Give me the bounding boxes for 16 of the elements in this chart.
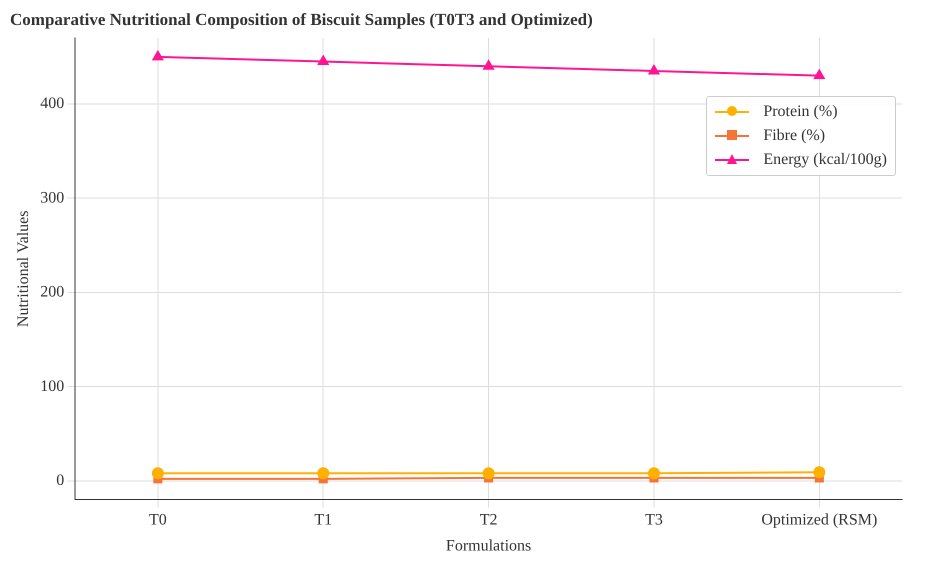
x-tick-label: Optimized (RSM) bbox=[761, 511, 878, 528]
y-tick-label: 300 bbox=[40, 189, 64, 206]
legend-label: Fibre (%) bbox=[763, 127, 826, 145]
chart-title: Comparative Nutritional Composition of Biscuit Samples (T0T3 and Optimized) bbox=[10, 10, 593, 30]
legend-label: Energy (kcal/100g) bbox=[763, 151, 887, 169]
y-tick-label: 200 bbox=[40, 284, 64, 301]
legend-label: Protein (%) bbox=[763, 103, 838, 121]
y-tick-label: 100 bbox=[40, 378, 64, 395]
x-tick-label: T2 bbox=[480, 511, 498, 528]
x-tick-label: T3 bbox=[645, 511, 663, 528]
x-tick-label: T1 bbox=[314, 511, 332, 528]
x-axis-title: Formulations bbox=[446, 538, 532, 555]
x-tick-label: T0 bbox=[148, 511, 167, 528]
y-tick-label: 400 bbox=[40, 95, 64, 112]
y-tick-label: 0 bbox=[56, 472, 64, 489]
y-axis-title: Nutritional Values bbox=[14, 210, 32, 328]
